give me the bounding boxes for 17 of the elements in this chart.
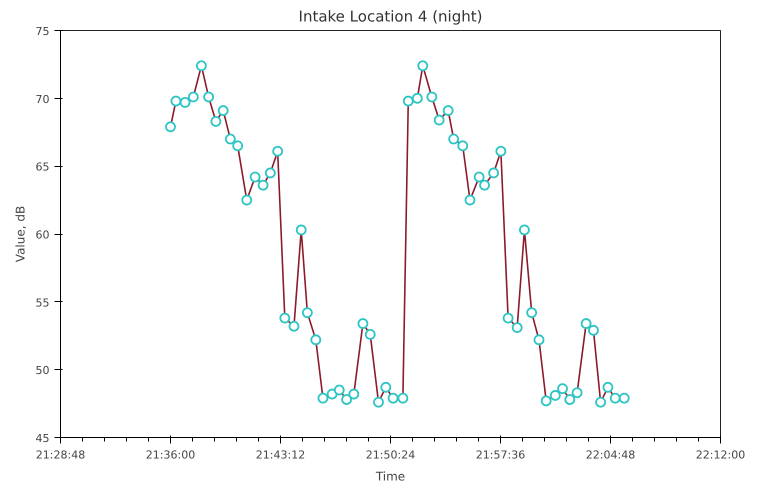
x-tick-label: 22:12:00 <box>696 448 746 462</box>
x-tick-label: 21:36:00 <box>146 448 196 462</box>
x-tick-label: 22:04:48 <box>586 448 636 462</box>
y-tick-label: 70 <box>36 92 50 106</box>
x-tick-label: 21:50:24 <box>366 448 416 462</box>
y-tick-label: 75 <box>36 25 50 38</box>
y-tick-label: 50 <box>36 364 50 378</box>
y-tick-label: 60 <box>36 228 50 242</box>
x-tick-label: 21:43:12 <box>256 448 306 462</box>
x-tick-label: 21:28:48 <box>36 448 86 462</box>
y-tick-label: 65 <box>36 160 50 174</box>
x-axis-title: Time <box>374 470 406 484</box>
y-tick-label: 55 <box>36 296 50 310</box>
chart-title: Intake Location 4 (night) <box>298 8 482 26</box>
x-tick-label: 21:57:36 <box>476 448 526 462</box>
y-axis-title: Value, dB <box>14 206 28 262</box>
y-tick-label: 45 <box>36 432 50 445</box>
